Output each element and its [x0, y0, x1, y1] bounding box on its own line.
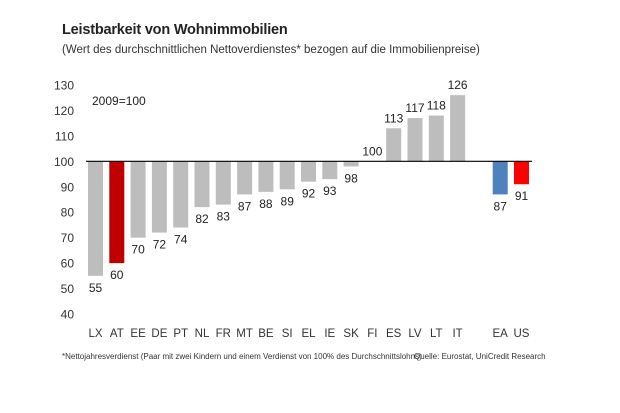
- value-label-pt: 74: [174, 232, 188, 246]
- x-tick-label-at: AT: [110, 328, 124, 340]
- value-label-ee: 70: [131, 243, 145, 257]
- y-tick-label: 100: [54, 155, 74, 169]
- value-label-lx: 55: [89, 281, 103, 295]
- value-label-at: 60: [110, 268, 124, 282]
- x-tick-label-pt: PT: [173, 328, 188, 340]
- x-tick-label-be: BE: [258, 328, 274, 340]
- chart-subtitle: (Wert des durchschnittlichen Nettoverdie…: [62, 44, 480, 56]
- bar-si: [279, 161, 295, 190]
- value-label-nl: 82: [195, 212, 209, 226]
- value-label-fr: 83: [217, 210, 231, 224]
- value-label-sk: 98: [344, 171, 358, 185]
- value-label-us: 91: [515, 189, 529, 203]
- bar-at: [109, 161, 125, 264]
- bars: [88, 95, 529, 276]
- bar-lv: [407, 118, 423, 162]
- x-tick-label-ie: IE: [324, 328, 335, 340]
- x-tick-label-de: DE: [151, 328, 167, 340]
- bar-mt: [237, 161, 253, 195]
- x-tick-label-fi: FI: [367, 328, 377, 340]
- y-tick-label: 130: [54, 79, 74, 93]
- x-tick-label-ea: EA: [493, 328, 509, 340]
- value-label-ea: 87: [494, 199, 508, 213]
- x-tick-label-si: SI: [282, 328, 293, 340]
- bar-el: [301, 161, 316, 182]
- x-tick-label-mt: MT: [236, 328, 253, 340]
- value-label-de: 72: [153, 238, 167, 252]
- bar-nl: [194, 161, 210, 208]
- x-tick-label-el: EL: [301, 328, 316, 340]
- x-tick-label-ee: EE: [130, 328, 146, 340]
- x-axis-labels: LX AT EE DE PT NL FR MT BE SI EL IE SK FI ES LV LT IT EA US: [88, 328, 529, 340]
- value-label-be: 88: [259, 197, 273, 211]
- x-tick-label-fr: FR: [216, 328, 231, 340]
- bar-ie: [322, 161, 338, 180]
- x-tick-label-us: US: [514, 328, 530, 340]
- bar-us: [514, 161, 529, 185]
- bar-es: [386, 128, 402, 162]
- bar-ee: [130, 161, 146, 238]
- footnote: *Nettojahresverdienst (Paar mit zwei Kin…: [62, 352, 422, 361]
- bar-de: [151, 161, 167, 233]
- y-tick-label: 120: [54, 104, 74, 118]
- y-axis: 40 50 60 70 80 90 100 110 120 130: [54, 79, 74, 322]
- value-label-es: 113: [384, 111, 403, 125]
- x-tick-label-lt: LT: [430, 328, 443, 340]
- bar-sk: [343, 161, 359, 167]
- chart-title: Leistbarkeit von Wohnimmobilien: [62, 22, 288, 38]
- bar-be: [258, 161, 274, 192]
- bar-fr: [215, 161, 231, 205]
- value-label-lv: 117: [405, 101, 424, 115]
- y-tick-label: 40: [61, 308, 75, 322]
- value-label-lt: 118: [427, 99, 446, 113]
- x-tick-label-es: ES: [386, 328, 402, 340]
- x-tick-label-nl: NL: [195, 328, 210, 340]
- bar-lx: [88, 161, 103, 276]
- value-label-fi: 100: [362, 144, 382, 158]
- base-year-annotation: 2009=100: [92, 94, 146, 108]
- bar-it: [450, 95, 466, 162]
- value-label-it: 126: [448, 78, 468, 92]
- bar-ea: [492, 161, 508, 195]
- y-tick-label: 50: [61, 282, 75, 296]
- source-note: Quelle: Eurostat, UniCredit Research: [414, 352, 546, 361]
- x-tick-label-lv: LV: [408, 328, 422, 340]
- value-label-el: 92: [302, 187, 316, 201]
- bar-lt: [428, 115, 444, 162]
- y-tick-label: 60: [61, 257, 75, 271]
- x-tick-label-lx: LX: [88, 328, 102, 340]
- value-label-si: 89: [281, 194, 295, 208]
- y-tick-label: 90: [61, 180, 75, 194]
- y-tick-label: 70: [61, 231, 75, 245]
- bar-pt: [173, 161, 189, 228]
- y-tick-label: 80: [61, 206, 75, 220]
- x-tick-label-it: IT: [452, 328, 462, 340]
- value-label-ie: 93: [323, 184, 337, 198]
- x-tick-label-sk: SK: [343, 328, 359, 340]
- value-label-mt: 87: [238, 199, 252, 213]
- y-tick-label: 110: [55, 129, 74, 143]
